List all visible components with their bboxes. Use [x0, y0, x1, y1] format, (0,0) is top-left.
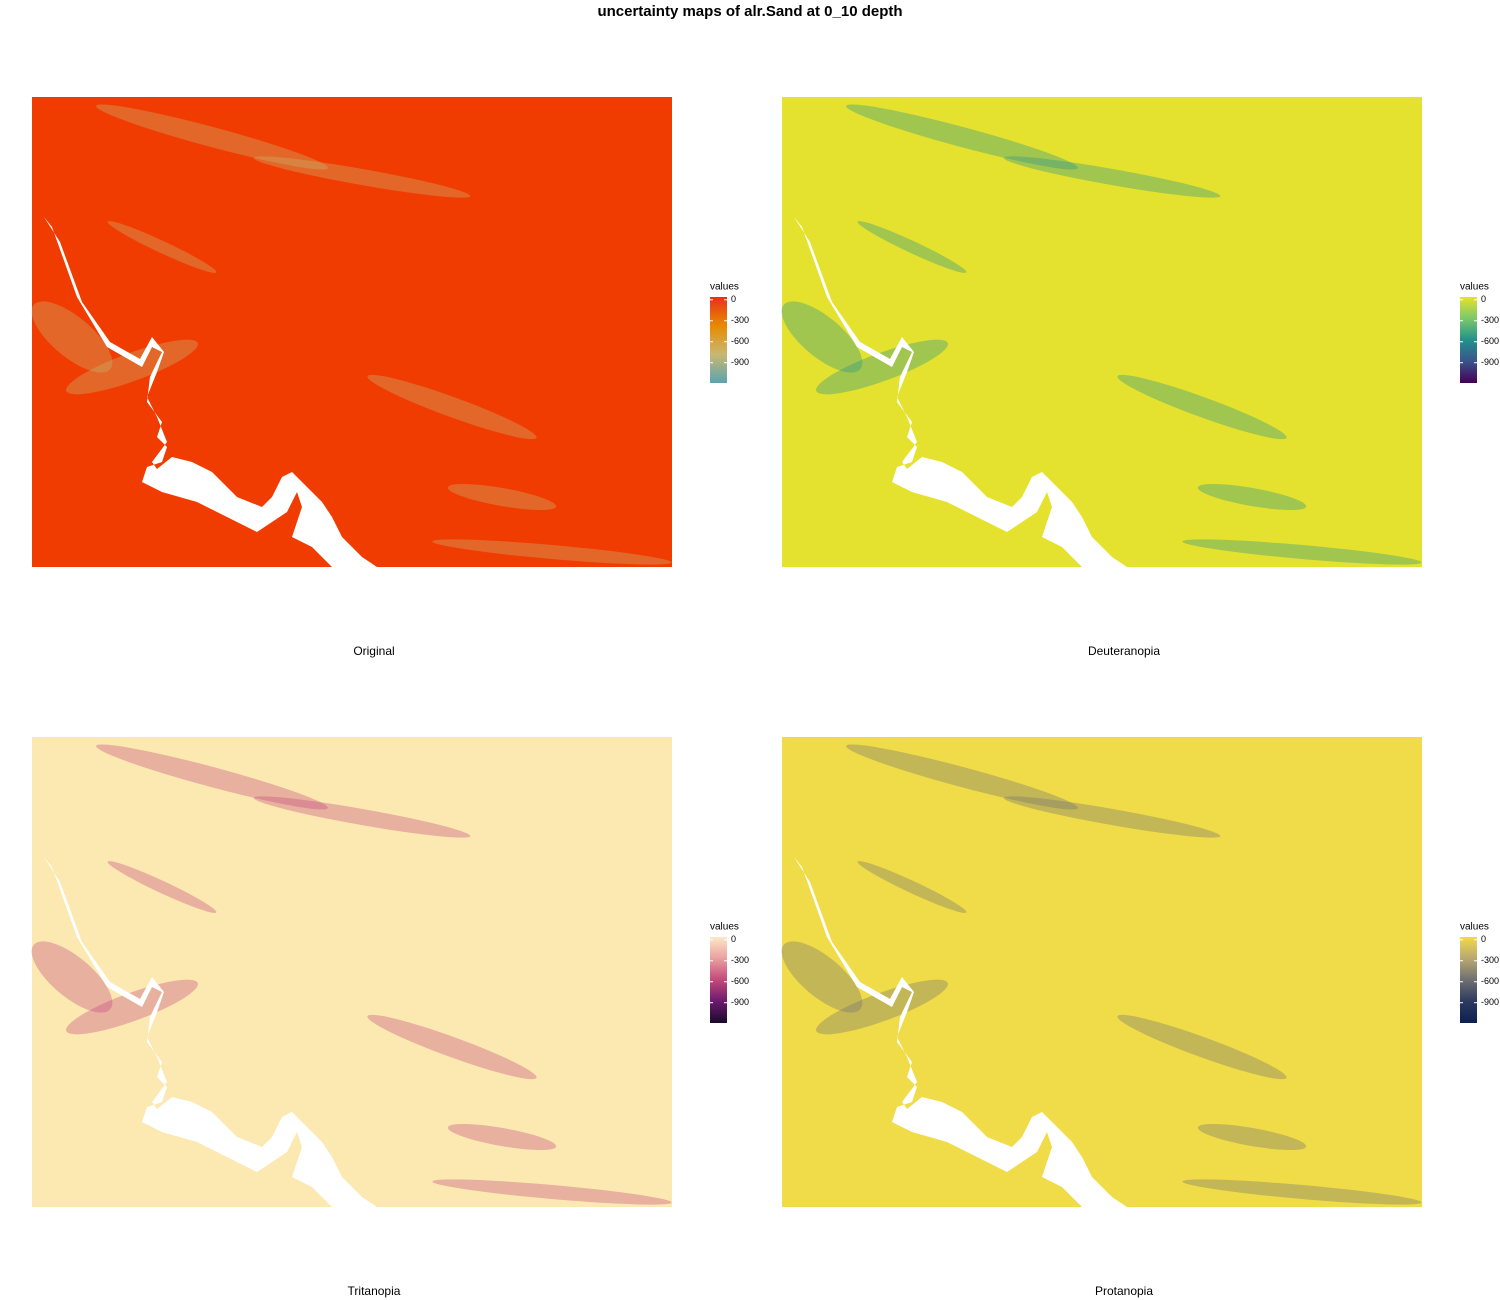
colorbar-tick-label: 0: [1481, 934, 1486, 944]
colorbar-tick-label: -300: [1481, 315, 1499, 325]
colorbar-tick-label: -600: [1481, 976, 1499, 986]
map-streak: [846, 744, 1078, 810]
water-body: [794, 217, 1127, 567]
map-streak: [367, 1014, 537, 1080]
map-streak: [432, 1179, 672, 1205]
map-streak: [66, 339, 198, 395]
map-streak: [432, 539, 672, 565]
colorbar-tick-label: -300: [731, 955, 749, 965]
colorbar-tick-label: -600: [731, 336, 749, 346]
colorbar-tick-label: -900: [731, 357, 749, 367]
map-raster: [32, 97, 672, 567]
colorbar: [710, 937, 727, 1023]
legend-title: values: [1460, 282, 1489, 293]
colorbar-tick-label: -900: [1481, 997, 1499, 1007]
colorbar-tick-label: -900: [731, 997, 749, 1007]
panel-caption: Protanopia: [1095, 1284, 1153, 1298]
colorbar-tick-label: -600: [1481, 336, 1499, 346]
colorbar-tick-label: -300: [731, 315, 749, 325]
water-body: [794, 857, 1127, 1207]
map-streak: [846, 104, 1078, 170]
map-streak: [857, 861, 967, 913]
colorbar: [710, 297, 727, 383]
colorbar-tick-label: 0: [731, 294, 736, 304]
map-streak: [31, 941, 113, 1013]
map-streak: [1003, 796, 1221, 838]
map-streak: [816, 339, 948, 395]
map-streak: [367, 374, 537, 440]
map-streak: [107, 221, 217, 273]
map-streak: [96, 104, 328, 170]
colorbar-tick-label: -300: [1481, 955, 1499, 965]
map-streak: [107, 861, 217, 913]
map-streak: [1197, 1123, 1307, 1151]
map-streak: [96, 744, 328, 810]
legend-title: values: [710, 922, 739, 933]
colorbar-tick-label: -600: [731, 976, 749, 986]
colorbar-tick-label: 0: [731, 934, 736, 944]
map-streak: [857, 221, 967, 273]
map-streak: [781, 941, 863, 1013]
water-body: [44, 857, 377, 1207]
colorbar: [1460, 937, 1477, 1023]
map-streak: [253, 156, 471, 198]
colorbar-tick-label: -900: [1481, 357, 1499, 367]
figure-title: uncertainty maps of alr.Sand at 0_10 dep…: [597, 3, 902, 20]
map-raster: [32, 737, 672, 1207]
panel-caption: Tritanopia: [348, 1284, 401, 1298]
map-streak: [447, 483, 557, 511]
map-streak: [781, 301, 863, 373]
legend-title: values: [710, 282, 739, 293]
map-streak: [253, 796, 471, 838]
panel-caption: Deuteranopia: [1088, 644, 1160, 658]
colorbar-tick-label: 0: [1481, 294, 1486, 304]
map-streak: [1182, 539, 1422, 565]
map-streak: [1197, 483, 1307, 511]
map-streak: [816, 979, 948, 1035]
map-raster: [782, 737, 1422, 1207]
map-streak: [1117, 374, 1287, 440]
map-streak: [1182, 1179, 1422, 1205]
panel-caption: Original: [353, 644, 394, 658]
legend-title: values: [1460, 922, 1489, 933]
map-streak: [31, 301, 113, 373]
map-raster: [782, 97, 1422, 567]
map-streak: [66, 979, 198, 1035]
water-body: [44, 217, 377, 567]
map-streak: [447, 1123, 557, 1151]
map-streak: [1117, 1014, 1287, 1080]
colorbar: [1460, 297, 1477, 383]
map-streak: [1003, 156, 1221, 198]
